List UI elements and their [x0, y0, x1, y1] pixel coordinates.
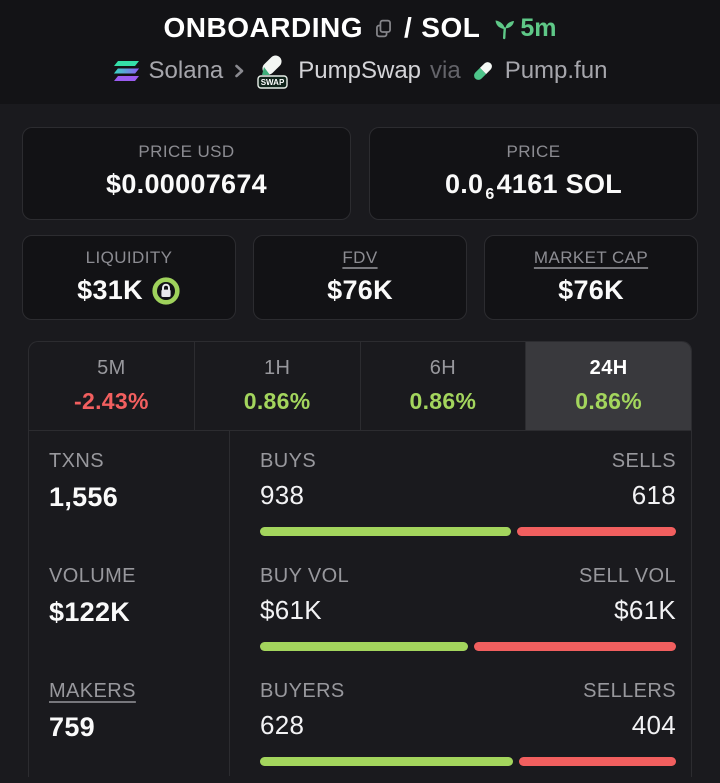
price-usd-value: $0.00007674: [106, 169, 267, 199]
buyers-bar-segment: [260, 757, 514, 766]
makers-value: 759: [49, 712, 95, 742]
liquidity-label: LIQUIDITY: [85, 248, 173, 267]
copy-icon[interactable]: [373, 18, 394, 39]
tab-24h-change: 0.86%: [575, 388, 642, 414]
tab-6h-label: 6H: [429, 357, 457, 379]
price-native-value: 0.0 64161 SOL: [374, 169, 693, 204]
activity-panel: 5M -2.43% 1H 0.86% 6H 0.86% 24H 0.86% TX…: [28, 341, 692, 777]
volume-label: VOLUME: [49, 565, 136, 587]
liquidity-locked-icon[interactable]: [151, 276, 181, 306]
pair-separator: /: [403, 12, 413, 43]
txns-row: TXNS 1,556 BUYS SELLS 938 618: [29, 431, 691, 546]
pair-age-value: 5m: [520, 13, 557, 42]
pair-base-symbol: ONBOARDING: [163, 12, 363, 43]
launchpad-name[interactable]: Pump.fun: [504, 57, 608, 84]
tab-24h-label: 24H: [589, 357, 628, 379]
liquidity-amount: $31K: [77, 275, 143, 305]
solana-logo-icon: [113, 61, 139, 81]
price-native-box: PRICE 0.0 64161 SOL: [369, 127, 698, 220]
price-native-zeros-subscript: 6: [485, 186, 495, 203]
volume-row: VOLUME $122K BUY VOL SELL VOL $61K $61K: [29, 546, 691, 661]
sell-vol-label: SELL VOL: [579, 565, 676, 587]
buy-vol-bar-segment: [260, 642, 468, 651]
txns-value: 1,556: [49, 482, 119, 512]
buy-vol-label: BUY VOL: [260, 565, 350, 587]
txns-label: TXNS: [49, 450, 104, 472]
sprout-icon: [495, 20, 515, 40]
chevron-right-icon: [235, 64, 244, 78]
sellers-label: SELLERS: [583, 680, 676, 702]
txns-total-cell: TXNS 1,556: [29, 431, 229, 546]
tab-5m[interactable]: 5M -2.43%: [29, 342, 195, 430]
makers-label[interactable]: MAKERS: [49, 680, 136, 702]
via-label: via: [430, 57, 461, 84]
pumpswap-logo-icon: SWAP: [255, 53, 289, 89]
liquidity-box: LIQUIDITY $31K: [22, 235, 236, 320]
dex-name[interactable]: PumpSwap: [298, 57, 422, 84]
tab-6h[interactable]: 6H 0.86%: [361, 342, 527, 430]
price-native-suffix: 4161 SOL: [496, 169, 623, 199]
sells-value: 618: [631, 480, 676, 510]
sellers-value: 404: [631, 710, 676, 740]
pair-header: ONBOARDING / SOL 5m: [0, 0, 720, 104]
buys-sells-cell: BUYS SELLS 938 618: [229, 431, 691, 546]
fdv-value: $76K: [327, 275, 393, 305]
liquidity-value: $31K: [77, 275, 181, 306]
buy-vol-value: $61K: [260, 595, 322, 625]
buyers-label: BUYERS: [260, 680, 345, 702]
pumpfun-pill-icon: [473, 62, 492, 80]
price-native-prefix: 0.0: [444, 169, 484, 199]
makers-row: MAKERS 759 BUYERS SELLERS 628 404: [29, 661, 691, 776]
buy-sell-vol-cell: BUY VOL SELL VOL $61K $61K: [229, 546, 691, 661]
buyers-value: 628: [260, 710, 305, 740]
svg-text:SWAP: SWAP: [261, 78, 285, 87]
fdv-label[interactable]: FDV: [342, 248, 378, 267]
market-cap-label[interactable]: MARKET CAP: [533, 248, 649, 267]
pair-title: ONBOARDING / SOL 5m: [0, 10, 720, 46]
tab-1h-change: 0.86%: [243, 388, 311, 414]
volume-total-cell: VOLUME $122K: [29, 546, 229, 661]
buyers-sellers-bar: [260, 757, 676, 766]
pair-breadcrumb: Solana SWAP PumpSwap via Pump.fun: [0, 53, 720, 89]
price-row: PRICE USD $0.00007674 PRICE 0.0 64161 SOL: [22, 127, 698, 220]
sellers-bar-segment: [519, 757, 676, 766]
buys-sells-bar: [260, 527, 676, 536]
tab-1h[interactable]: 1H 0.86%: [195, 342, 361, 430]
pair-age: 5m: [493, 14, 556, 43]
tab-24h[interactable]: 24H 0.86%: [526, 342, 691, 430]
makers-total-cell: MAKERS 759: [29, 661, 229, 776]
market-cap-value: $76K: [558, 275, 624, 305]
pair-quote-symbol: SOL: [421, 12, 481, 43]
market-cap-box: MARKET CAP $76K: [484, 235, 698, 320]
fdv-box: FDV $76K: [253, 235, 467, 320]
tab-1h-label: 1H: [263, 357, 291, 379]
sell-vol-bar-segment: [474, 642, 676, 651]
price-native-label: PRICE: [506, 142, 561, 161]
price-usd-box: PRICE USD $0.00007674: [22, 127, 351, 220]
tab-5m-change: -2.43%: [74, 388, 149, 414]
sell-vol-value: $61K: [614, 595, 676, 625]
buy-sell-vol-bar: [260, 642, 676, 651]
buys-label: BUYS: [260, 450, 317, 472]
price-usd-label: PRICE USD: [138, 142, 235, 161]
sells-bar-segment: [516, 527, 676, 536]
buyers-sellers-cell: BUYERS SELLERS 628 404: [229, 661, 691, 776]
chain-name[interactable]: Solana: [148, 57, 224, 84]
timeframe-tabs: 5M -2.43% 1H 0.86% 6H 0.86% 24H 0.86%: [29, 342, 691, 431]
buys-bar-segment: [260, 527, 511, 536]
volume-value: $122K: [49, 597, 131, 627]
metrics-row: LIQUIDITY $31K FDV $76K MARKET CAP $76K: [22, 235, 698, 320]
token-stats-content: PRICE USD $0.00007674 PRICE 0.0 64161 SOL…: [0, 104, 720, 777]
tab-5m-label: 5M: [97, 357, 126, 379]
tab-6h-change: 0.86%: [409, 388, 477, 414]
buys-value: 938: [260, 480, 305, 510]
sells-label: SELLS: [611, 450, 676, 472]
